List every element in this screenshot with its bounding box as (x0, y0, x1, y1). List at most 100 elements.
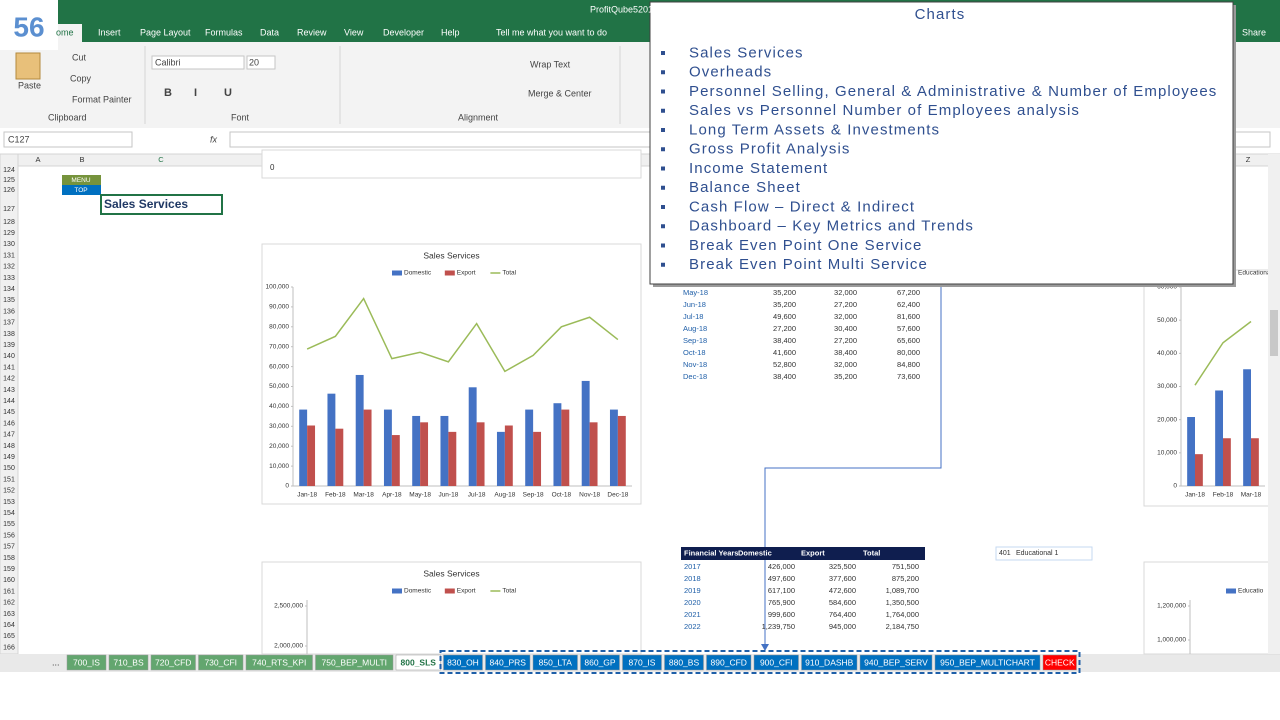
selected-cell[interactable] (100, 194, 223, 215)
sheet-tab-label[interactable]: 900_CFI (760, 657, 793, 667)
font-name[interactable]: Calibri (155, 57, 181, 67)
copy-button[interactable]: Copy (70, 73, 92, 83)
format-painter-button[interactable]: Format Painter (72, 94, 132, 104)
sheet-tab-label[interactable]: 880_BS (669, 657, 700, 667)
tell-me[interactable]: Tell me what you want to do (496, 27, 607, 37)
sheet-tab[interactable] (485, 654, 531, 671)
ribbon-tab[interactable]: Data (260, 27, 279, 37)
sheet-tab[interactable] (580, 654, 620, 671)
popup-item[interactable]: Sales vs Personnel Number of Employees a… (689, 102, 1080, 119)
top-button[interactable] (62, 185, 101, 195)
row-header[interactable]: 133 (3, 275, 15, 282)
row-header[interactable]: 166 (3, 644, 15, 651)
row-header[interactable]: 163 (3, 611, 15, 618)
font-size-box[interactable] (246, 55, 276, 70)
row-header[interactable]: 155 (3, 521, 15, 528)
row-header[interactable]: 135 (3, 297, 15, 304)
sheet-tab[interactable] (443, 654, 483, 671)
format-button[interactable]: I (194, 87, 197, 99)
row-header[interactable]: 141 (3, 364, 15, 371)
row-header[interactable]: 164 (3, 622, 15, 629)
row-header[interactable]: 127 (3, 206, 15, 213)
row-header[interactable]: 129 (3, 230, 15, 237)
row-header[interactable]: 128 (3, 219, 15, 226)
popup-item[interactable]: Gross Profit Analysis (689, 141, 850, 158)
sheet-tab-label[interactable]: 730_CFI (204, 657, 237, 667)
ribbon-tab[interactable]: ome (56, 27, 74, 37)
sheet-tab[interactable] (801, 654, 858, 671)
row-header[interactable]: 149 (3, 454, 15, 461)
sheet-tab-label[interactable]: 870_IS (629, 657, 656, 667)
top-label[interactable]: TOP (74, 187, 87, 194)
sheet-tab-label[interactable]: 840_PRS (490, 657, 527, 667)
row-header[interactable]: 132 (3, 264, 15, 271)
sheet-tab-label[interactable]: 940_BEP_SERV (864, 657, 928, 667)
format-button[interactable]: U (224, 87, 232, 99)
sheet-tab-label[interactable]: 700_IS (73, 657, 100, 667)
column-header[interactable]: C (158, 155, 164, 164)
name-box[interactable] (3, 131, 133, 148)
sheet-tab[interactable] (622, 654, 662, 671)
sheet-tab-label[interactable]: 860_GP (584, 657, 616, 667)
popup-item[interactable]: Long Term Assets & Investments (689, 121, 940, 138)
scroll-thumb[interactable] (1270, 310, 1278, 356)
sheet-tab[interactable] (108, 654, 149, 671)
sheet-tab[interactable] (753, 654, 799, 671)
row-header[interactable]: 152 (3, 488, 15, 495)
row-header[interactable]: 130 (3, 241, 15, 248)
sheet-tab-label[interactable]: 850_LTA (539, 657, 573, 667)
font-name-box[interactable] (151, 55, 245, 70)
active-ribbon-tab[interactable] (52, 24, 82, 42)
sheet-tab[interactable] (395, 654, 441, 671)
row-header[interactable]: 125 (3, 177, 15, 184)
column-header[interactable]: Z (1246, 155, 1251, 164)
row-header[interactable]: 140 (3, 353, 15, 360)
sheet-tab-more[interactable]: ... (52, 657, 60, 667)
popup-item[interactable]: Income Statement (689, 160, 828, 177)
ribbon-tab[interactable]: View (344, 27, 364, 37)
sheet-tab-label[interactable]: 910_DASHB (805, 657, 854, 667)
ribbon-tab[interactable]: Developer (383, 27, 424, 37)
row-header[interactable]: 142 (3, 376, 15, 383)
row-header[interactable]: 146 (3, 420, 15, 427)
row-header[interactable]: 165 (3, 633, 15, 640)
row-header[interactable]: 131 (3, 252, 15, 259)
menu-label[interactable]: MENU (71, 177, 90, 184)
sheet-tab-label[interactable]: 740_RTS_KPI (252, 657, 306, 667)
row-header[interactable]: 134 (3, 286, 15, 293)
row-header[interactable]: 148 (3, 443, 15, 450)
ribbon-tab[interactable]: Formulas (205, 27, 243, 37)
row-header[interactable]: 157 (3, 544, 15, 551)
sheet-tab[interactable] (198, 654, 244, 671)
sheet-tab-label[interactable]: 830_OH (447, 657, 479, 667)
popup-item[interactable]: Break Even Point Multi Service (689, 256, 928, 273)
sheet-tab-label[interactable]: 710_BS (113, 657, 144, 667)
row-header[interactable]: 158 (3, 555, 15, 562)
sheet-tab[interactable] (706, 654, 752, 671)
ribbon-tab[interactable]: Insert (98, 27, 121, 37)
sheet-tab[interactable] (245, 654, 313, 671)
row-header[interactable]: 153 (3, 499, 15, 506)
row-header[interactable]: 139 (3, 342, 15, 349)
row-header[interactable]: 150 (3, 465, 15, 472)
row-header[interactable]: 126 (3, 187, 15, 194)
sheet-tab-label[interactable]: 800_SLS (401, 657, 437, 667)
popup-item[interactable]: Overheads (689, 64, 772, 81)
row-header[interactable]: 136 (3, 308, 15, 315)
row-header[interactable]: 143 (3, 387, 15, 394)
row-header[interactable]: 124 (3, 167, 15, 174)
popup-item[interactable]: Personnel Selling, General & Administrat… (689, 83, 1217, 100)
paste-button[interactable]: Paste (18, 80, 41, 90)
row-header[interactable]: 160 (3, 577, 15, 584)
sheet-tab-label[interactable]: 890_CFD (711, 657, 747, 667)
row-header[interactable]: 154 (3, 510, 15, 517)
sheet-tab[interactable] (1042, 654, 1077, 671)
sheet-tab[interactable] (664, 654, 704, 671)
menu-button[interactable] (62, 175, 101, 185)
popup-item[interactable]: Break Even Point One Service (689, 237, 922, 254)
font-size[interactable]: 20 (249, 57, 259, 67)
popup-item[interactable]: Dashboard – Key Metrics and Trends (689, 218, 974, 235)
sheet-tab-label[interactable]: 720_CFD (155, 657, 191, 667)
sheet-tab[interactable] (315, 654, 394, 671)
popup-item[interactable]: Sales Services (689, 44, 804, 61)
